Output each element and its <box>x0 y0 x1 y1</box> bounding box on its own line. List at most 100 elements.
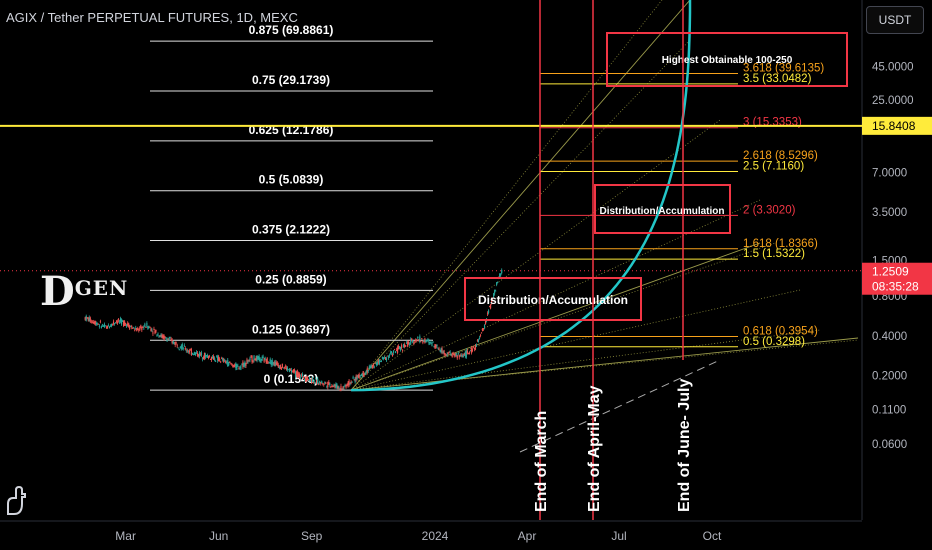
candle-body <box>474 345 477 350</box>
candle-body <box>438 348 440 351</box>
candle-body <box>427 339 429 341</box>
candle-body <box>244 361 246 366</box>
candle-body <box>125 322 127 324</box>
candle-body <box>151 329 153 331</box>
candle-body <box>459 355 461 357</box>
candle-body <box>220 361 222 363</box>
candle-body <box>165 337 167 339</box>
candle-body <box>197 354 200 357</box>
fib-ext-label: 2.5 (7.1160) <box>743 161 804 173</box>
candle-body <box>135 327 137 330</box>
candle-body <box>347 382 349 386</box>
candle-body <box>381 356 384 359</box>
candle-body <box>490 305 492 309</box>
candle-body <box>285 367 287 370</box>
candle-body <box>326 386 328 388</box>
candle-body <box>229 361 231 363</box>
candle-body <box>309 377 311 381</box>
candle-body <box>95 322 97 325</box>
candle-body <box>383 356 386 358</box>
candle-body <box>501 269 503 274</box>
highest-obtainable-box <box>606 32 848 87</box>
candle-body <box>268 362 270 364</box>
candle-body <box>117 319 120 321</box>
candle-body <box>357 375 359 378</box>
candle-body <box>276 362 278 366</box>
tradingview-dino-icon[interactable] <box>4 486 28 516</box>
fan-line <box>350 0 663 391</box>
candle-body <box>440 348 442 353</box>
candle-body <box>100 326 102 329</box>
candle-body <box>344 385 346 387</box>
candle-body <box>313 382 315 384</box>
fan-line <box>351 329 821 391</box>
candle-body <box>303 378 306 381</box>
candle-body <box>131 326 133 328</box>
candle-body <box>239 367 241 368</box>
candle-body <box>178 349 180 350</box>
candle-body <box>199 353 202 355</box>
candle-body <box>322 382 324 384</box>
fib-ext-label: 0.618 (0.3954) <box>743 325 818 337</box>
x-tick-label: Jul <box>611 529 626 543</box>
candle-body <box>466 350 468 354</box>
candle-body <box>494 290 496 294</box>
candle-body <box>314 381 316 383</box>
candle-body <box>374 362 376 364</box>
candle-body <box>456 355 458 359</box>
candle-body <box>86 317 88 319</box>
candle-body <box>182 348 184 349</box>
candle-body <box>271 360 273 365</box>
candle-body <box>138 330 140 332</box>
currency-button[interactable]: USDT <box>866 6 924 34</box>
candle-body <box>340 385 342 390</box>
candle-body <box>384 357 387 360</box>
candle-body <box>450 353 452 356</box>
candle-body <box>211 356 214 359</box>
candle-body <box>253 355 255 361</box>
candle-body <box>332 385 334 388</box>
candle-body <box>445 354 447 356</box>
candle-body <box>429 342 431 344</box>
candle-body <box>480 332 483 334</box>
candle-body <box>213 356 215 360</box>
candle-body <box>97 323 99 325</box>
candle-body <box>133 326 135 328</box>
candle-body <box>367 370 369 372</box>
candle-body <box>330 386 332 388</box>
candle-body <box>364 373 366 375</box>
candle-body <box>176 345 178 347</box>
candle-body <box>114 322 117 324</box>
fan-line <box>350 119 721 391</box>
candle-body <box>408 342 410 345</box>
candle-body <box>296 371 299 378</box>
candle-body <box>254 359 256 361</box>
candle-body <box>325 382 327 384</box>
candle-body <box>382 357 385 360</box>
candle-body <box>227 360 229 367</box>
candle-body <box>171 339 173 344</box>
candle-body <box>101 324 103 326</box>
candle-body <box>372 364 374 367</box>
candle-body <box>252 361 254 362</box>
candle-body <box>406 342 408 344</box>
candle-body <box>488 306 491 308</box>
candle-body <box>157 333 159 335</box>
candle-body <box>358 374 360 378</box>
candle-body <box>350 381 352 384</box>
candle-body <box>455 353 457 357</box>
candle-body <box>416 340 418 341</box>
candle-body <box>387 356 390 358</box>
time-marker-label: End of June- July <box>676 379 693 512</box>
candle-body <box>464 351 466 357</box>
candle-body <box>388 355 391 356</box>
candle-body <box>169 337 171 339</box>
candle-body <box>478 338 481 339</box>
candle-body <box>164 336 166 338</box>
candle-body <box>284 366 286 368</box>
candle-body <box>245 363 247 366</box>
candle-body <box>264 357 266 360</box>
fib-ext-label: 2 (3.3020) <box>743 204 796 216</box>
candle-body <box>451 354 453 358</box>
